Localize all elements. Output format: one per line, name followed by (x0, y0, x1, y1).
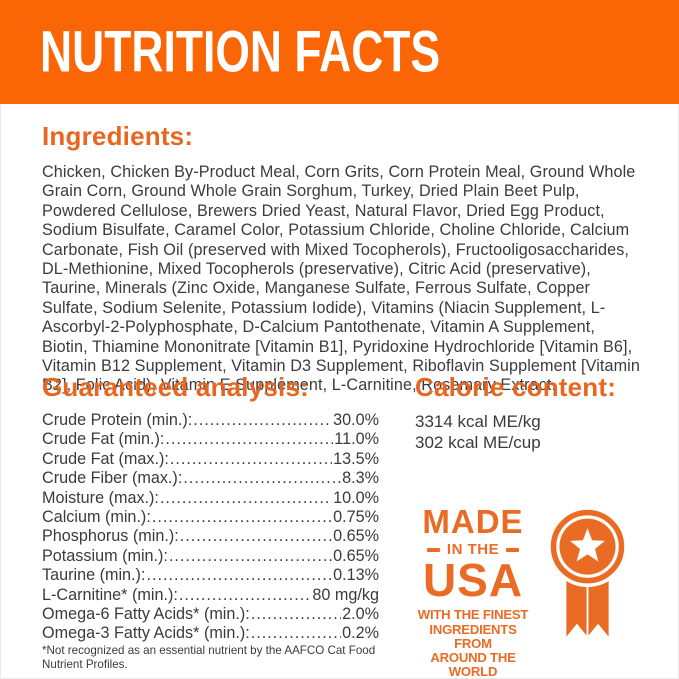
dot-leader (179, 586, 312, 605)
tagline-line: WITH THE FINEST (417, 608, 529, 623)
dash-decoration (506, 547, 520, 552)
tagline-line: AROUND THE WORLD (430, 650, 516, 679)
analysis-value: 0.13% (333, 566, 379, 585)
table-row: Crude Protein (min.): 30.0% (42, 411, 379, 430)
dot-leader (193, 411, 332, 430)
dot-leader (183, 469, 341, 488)
ingredients-section: Ingredients: Chicken, Chicken By-Product… (42, 121, 645, 396)
usa-label: USA (422, 554, 524, 606)
table-row: Calcium (min.): 0.75% (42, 508, 379, 527)
in-the-label: IN THE (446, 541, 500, 558)
analysis-label: Potassium (min.): (42, 546, 168, 565)
analysis-value: 0.2% (342, 624, 379, 643)
analysis-label: Crude Fat (min.): (42, 430, 165, 449)
made-in-usa-badge: MADE IN THE USA WITH THE FINEST INGREDIE… (412, 505, 652, 679)
dash-decoration (426, 547, 440, 552)
analysis-label: L-Carnitine* (min.): (42, 585, 178, 604)
analysis-label: Crude Protein (min.): (42, 411, 193, 429)
table-row: Omega-6 Fatty Acids* (min.): 2.0% (42, 605, 379, 624)
ingredients-text: Chicken, Chicken By-Product Meal, Corn G… (42, 163, 640, 395)
ingredients-heading: Ingredients: (42, 121, 194, 151)
analysis-value: 8.3% (342, 469, 379, 488)
calorie-value-kg: 3314 kcal ME/kg (415, 412, 541, 431)
analysis-label: Phosphorus (min.): (42, 527, 179, 546)
dot-leader (160, 489, 332, 508)
analysis-label: Omega-3 Fatty Acids* (min.): (42, 624, 250, 643)
dot-leader (146, 566, 332, 585)
dot-leader (251, 624, 341, 643)
calorie-content-heading: Calorie content: (415, 372, 617, 402)
table-row: Moisture (max.): 10.0% (42, 489, 379, 508)
analysis-label: Crude Fat (max.): (42, 449, 169, 468)
analysis-value: 11.0% (334, 430, 379, 449)
analysis-value: 0.75% (333, 508, 379, 527)
analysis-value: 30.0% (333, 411, 379, 429)
in-the-row: IN THE (426, 541, 520, 558)
table-row: Crude Fat (min.): 11.0% (42, 430, 379, 449)
analysis-label: Taurine (min.): (42, 566, 146, 585)
table-row: Crude Fat (max.): 13.5% (42, 450, 379, 469)
analysis-label: Crude Fiber (max.): (42, 469, 183, 488)
award-ribbon-star-icon (546, 506, 629, 649)
table-row: L-Carnitine* (min.): 80 mg/kg (42, 586, 379, 605)
dot-leader (170, 450, 332, 469)
page-title: NUTRITION FACTS (40, 19, 441, 85)
table-row: Crude Fiber (max.): 8.3% (42, 469, 379, 488)
analysis-value: 80 mg/kg (312, 585, 379, 604)
analysis-label: Moisture (max.): (42, 488, 159, 507)
guaranteed-analysis-table: Crude Protein (min.): 30.0% Crude Fat (mi… (42, 411, 379, 644)
analysis-value: 2.0% (342, 605, 379, 624)
analysis-label: Calcium (min.): (42, 508, 151, 527)
banner: NUTRITION FACTS (0, 0, 679, 104)
analysis-value: 13.5% (333, 449, 379, 468)
table-row: Omega-3 Fatty Acids* (min.): 0.2% (42, 624, 379, 643)
guaranteed-analysis-section: Guaranteed analysis: Crude Protein (min.… (42, 372, 379, 644)
table-row: Phosphorus (min.): 0.65% (42, 527, 379, 546)
dot-leader (152, 508, 332, 527)
calorie-content-section: Calorie content: 3314 kcal ME/kg 302 kca… (415, 372, 655, 453)
analysis-value: 0.65% (333, 527, 379, 546)
table-row: Taurine (min.): 0.13% (42, 566, 379, 585)
table-row: Potassium (min.): 0.65% (42, 547, 379, 566)
made-in-usa-text: MADE IN THE USA WITH THE FINEST INGREDIE… (412, 505, 534, 679)
calorie-value-cup: 302 kcal ME/cup (415, 432, 541, 452)
dot-leader (165, 430, 333, 449)
aafco-footnote: *Not recognized as an essential nutrient… (42, 644, 376, 671)
dot-leader (169, 547, 332, 566)
dot-leader (180, 527, 332, 546)
made-label: MADE (422, 503, 524, 540)
analysis-label: Omega-6 Fatty Acids* (min.): (42, 605, 250, 624)
analysis-value: 10.0% (333, 488, 379, 507)
guaranteed-analysis-heading: Guaranteed analysis: (42, 372, 309, 402)
analysis-value: 0.65% (333, 546, 379, 565)
dot-leader (251, 605, 341, 624)
tagline-line: INGREDIENTS FROM (429, 622, 517, 651)
usa-tagline: WITH THE FINEST INGREDIENTS FROM AROUND … (410, 608, 537, 679)
